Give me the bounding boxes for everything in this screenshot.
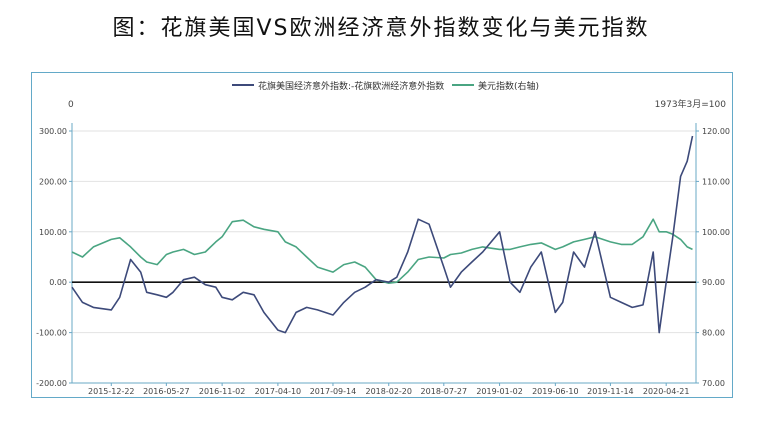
y-left-tick-label: -200.00 [36, 379, 67, 388]
x-tick-label: 2019-01-02 [476, 387, 523, 396]
chart-svg: 花旗美国经济意外指数:-花旗欧洲经济意外指数 美元指数(右轴) 0 1973年3月=1… [36, 80, 730, 396]
series-line-dxy [71, 218, 693, 284]
x-tick-label: 2020-04-21 [643, 387, 690, 396]
x-tick-label: 2017-09-14 [310, 387, 357, 396]
x-tick-label: 2018-07-27 [421, 387, 468, 396]
y-left-tick-label: 300.00 [39, 127, 67, 136]
y-left-tick-label: 200.00 [39, 177, 67, 186]
y-right-tick-label: 70.00 [702, 379, 725, 388]
x-tick-label: 2017-04-10 [255, 387, 302, 396]
legend-label-dxy: 美元指数(右轴) [478, 80, 539, 92]
x-tick-label: 2016-05-27 [143, 387, 190, 396]
y-right-tick-label: 120.00 [702, 127, 730, 136]
legend-label-spread: 花旗美国经济意外指数:-花旗欧洲经济意外指数 [258, 80, 444, 92]
x-tick-label: 2019-11-14 [587, 387, 634, 396]
corner-right-label: 1973年3月=100 [655, 98, 727, 110]
x-tick-label: 2015-12-22 [88, 387, 135, 396]
series-line-spread [71, 135, 694, 334]
x-tick-label: 2016-11-02 [199, 387, 246, 396]
y-right-tick-label: 110.00 [702, 177, 730, 186]
corner-left-label: 0 [68, 100, 74, 110]
x-tick-label: 2018-02-20 [365, 387, 412, 396]
y-right-tick-label: 100.00 [702, 228, 730, 237]
y-right-tick-label: 80.00 [702, 329, 725, 338]
y-left-tick-label: 0.00 [49, 278, 67, 287]
page-title: 图：花旗美国VS欧洲经济意外指数变化与美元指数 [112, 16, 650, 41]
y-left-tick-label: -100.00 [36, 329, 67, 338]
x-tick-label: 2019-06-10 [532, 387, 579, 396]
y-left-tick-label: 100.00 [39, 228, 67, 237]
y-right-tick-label: 90.00 [702, 278, 725, 287]
chart-frame: 花旗美国经济意外指数:-花旗欧洲经济意外指数 美元指数(右轴) 0 1973年3月=1… [31, 72, 733, 398]
